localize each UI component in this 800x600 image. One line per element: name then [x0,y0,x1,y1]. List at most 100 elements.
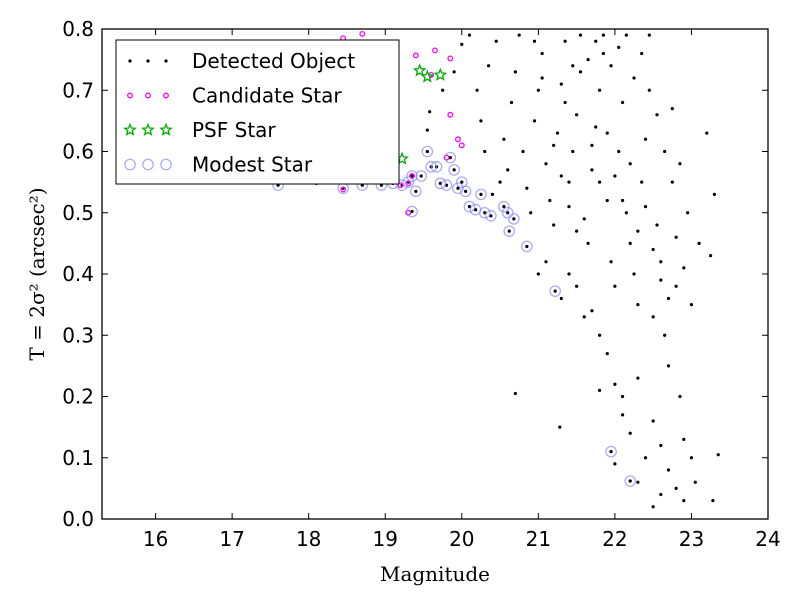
detected-object-point [552,223,556,227]
detected-object-point [506,168,510,172]
psf-star-point [433,67,448,81]
candidate-star-point [458,142,465,149]
detected-object-point [651,505,655,509]
detected-object-point [586,58,590,62]
detected-object-point [502,205,506,209]
detected-object-point [571,64,575,68]
candidate-star-point [447,55,454,62]
detected-object-point [628,431,632,435]
candidate-star-point [443,154,450,161]
detected-object-point [575,284,579,288]
detected-object-point [670,180,674,184]
series-candidate-star [340,30,465,216]
modest-star-point [503,225,516,237]
detected-object-point [655,223,659,227]
modest-star-point [485,210,497,222]
detected-object-point [613,382,617,386]
detected-object-point [674,284,678,288]
detected-object-point [448,156,452,160]
detected-object-point [441,88,445,92]
detected-object-point [559,82,563,86]
detected-object-point [624,211,628,215]
detected-object-point [513,391,517,396]
detected-object-point [674,486,678,490]
psf-star-point [420,69,435,83]
detected-object-point [582,217,586,221]
y-tick-label: 0.6 [62,140,94,164]
detected-object-point [651,315,655,319]
detected-object-point [636,303,640,307]
detected-object-point [597,333,602,337]
detected-object-point [552,143,556,147]
detected-object-point [640,51,644,56]
detected-object-point [558,425,562,429]
detected-object-point [643,456,648,460]
detected-object-point [601,33,606,37]
detected-object-point [620,394,625,399]
psf-star-point [412,63,427,77]
detected-object-point [636,229,640,233]
detected-object-point [640,180,644,184]
detected-object-point [682,437,686,441]
detected-object-point [628,162,632,166]
detected-object-point [555,131,560,135]
modest-star-point [508,213,520,225]
y-tick-label: 0.1 [62,446,94,470]
modest-star-point [421,145,434,158]
detected-object-point [563,100,567,105]
detected-object-point [670,107,674,111]
detected-object-point [578,33,583,37]
detected-object-point [532,39,537,43]
detected-object-point [678,162,682,166]
modest-star-point [624,475,637,487]
modest-star-point [605,445,617,458]
detected-object-point [636,480,640,484]
detected-object-point [609,64,613,68]
detected-object-point [663,333,667,337]
modest-star-point [410,185,422,198]
detected-object-point [620,100,625,105]
detected-object-point [586,241,590,245]
detected-object-point [666,296,671,301]
detected-object-point [666,364,671,368]
y-tick-label: 0.3 [62,323,94,347]
legend-marker [141,122,155,136]
candidate-star-point [447,111,454,118]
modest-star-point [415,170,428,182]
candidate-star-point [455,136,461,143]
detected-object-point [689,303,694,307]
modest-star-point [452,182,464,195]
detected-object-point [605,352,609,356]
detected-object-point [512,217,516,221]
detected-object-point [624,33,628,37]
detected-object-point [582,315,586,319]
detected-object-point [419,174,423,178]
detected-object-point [563,39,567,43]
x-axis-label: Magnitude [380,562,490,586]
detected-object-point [521,149,525,154]
detected-object-point [544,162,548,166]
y-axis-label: T = 2σ² (arcsec²) [25,187,49,360]
legend-label: Detected Object [192,49,355,73]
legend-marker [160,158,172,171]
legend-label: PSF Star [192,118,276,142]
detected-object-point [410,209,414,214]
detected-object-point [509,100,514,105]
detected-object-point [682,266,686,270]
detected-object-point [605,131,609,135]
detected-object-point [456,186,460,190]
detected-object-point [682,499,686,503]
detected-object-point [567,205,571,209]
detected-object-point [617,149,621,154]
modest-star-point [501,206,514,219]
detected-object-point [647,88,651,92]
detected-object-point [540,76,544,80]
detected-object-point [590,168,594,172]
detected-object-point [517,33,521,37]
x-tick-label: 20 [449,527,474,551]
detected-object-point [464,189,468,193]
detected-object-point [544,260,548,264]
detected-object-point [628,479,632,483]
detected-object-point [460,180,464,184]
